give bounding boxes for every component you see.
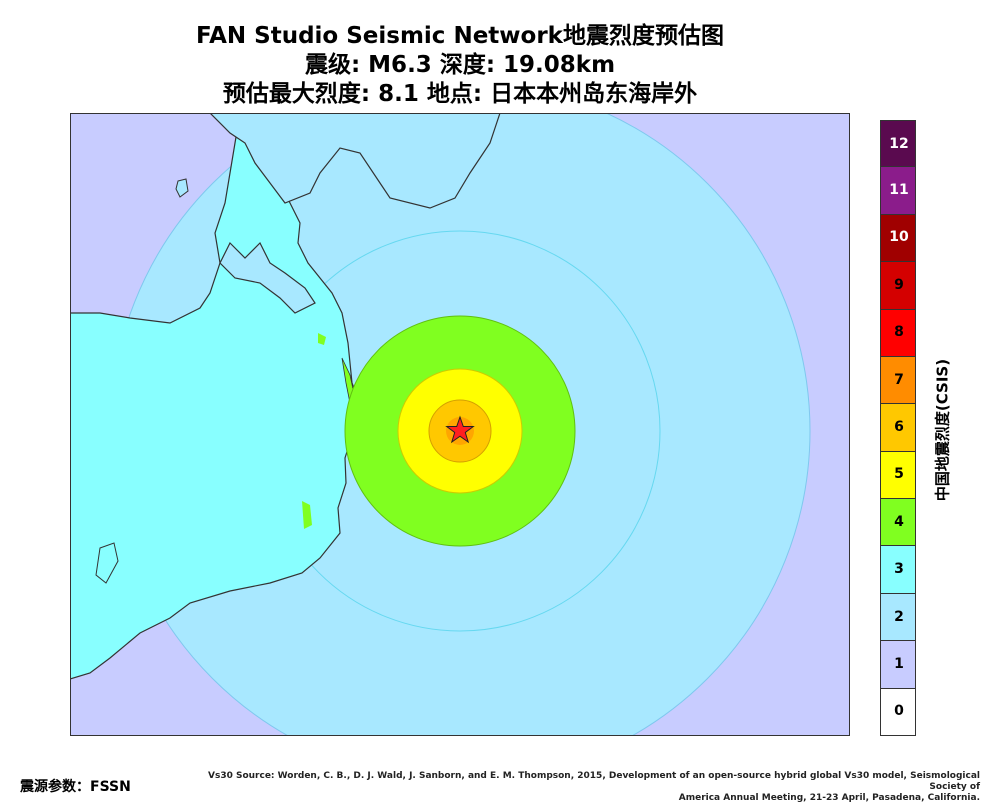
- colorbar-label-0: 0: [894, 703, 904, 720]
- colorbar-label-3: 3: [894, 561, 904, 578]
- colorbar-cell-7: 7: [880, 356, 916, 405]
- colorbar-cell-12: 12: [880, 120, 916, 168]
- vs30-citation: Vs30 Source: Worden, C. B., D. J. Wald, …: [200, 771, 980, 804]
- colorbar-label-1: 1: [894, 655, 904, 672]
- island-small: [175, 178, 189, 198]
- peninsula-sado: [95, 542, 119, 584]
- colorbar-label-12: 12: [889, 135, 909, 152]
- land-hokkaido: [209, 113, 501, 209]
- colorbar-label-8: 8: [894, 324, 904, 341]
- colorbar-label-10: 10: [889, 229, 909, 246]
- vs30-line-2: America Annual Meeting, 21-23 April, Pas…: [678, 793, 980, 803]
- colorbar-label-7: 7: [894, 371, 904, 388]
- colorbar-label-4: 4: [894, 513, 904, 530]
- colorbar-cell-5: 5: [880, 451, 916, 500]
- colorbar-cell-1: 1: [880, 641, 916, 689]
- magnitude-depth: 震级: M6.3 深度: 19.08km: [304, 52, 616, 78]
- vs30-line-1: Vs30 Source: Worden, C. B., D. J. Wald, …: [208, 771, 980, 792]
- colorbar-label-6: 6: [894, 418, 904, 435]
- colorbar-label-11: 11: [889, 182, 909, 199]
- colorbar-title: 中国地震烈度(CSIS): [933, 358, 952, 502]
- intensity-colorbar: 12 11 10 9 8 7 6 5 4 3 2 1 0: [880, 120, 916, 736]
- colorbar-cell-4: 4: [880, 499, 916, 547]
- intensity-map: [70, 113, 850, 736]
- colorbar-label-5: 5: [894, 466, 904, 483]
- land-hokkaido-southwest: [219, 241, 316, 314]
- max-intensity-location: 预估最大烈度: 8.1 地点: 日本本州岛东海岸外: [222, 81, 698, 107]
- colorbar-label-2: 2: [894, 608, 904, 625]
- colorbar-cell-3: 3: [880, 546, 916, 594]
- colorbar-cell-10: 10: [880, 214, 916, 263]
- colorbar-label-9: 9: [894, 276, 904, 293]
- colorbar-cell-8: 8: [880, 309, 916, 357]
- colorbar-cell-2: 2: [880, 593, 916, 642]
- inland-green-1: [302, 501, 312, 529]
- colorbar-cell-9: 9: [880, 262, 916, 310]
- colorbar-cell-0: 0: [880, 688, 916, 736]
- colorbar-cell-6: 6: [880, 404, 916, 452]
- source-label: 震源参数：FSSN: [20, 779, 131, 795]
- epicenter-star-icon: [445, 415, 475, 444]
- inland-green-2: [318, 333, 326, 345]
- land-honshu: [70, 113, 361, 680]
- map-title: FAN Studio Seismic Network地震烈度预估图: [196, 23, 724, 49]
- colorbar-cell-11: 11: [880, 167, 916, 215]
